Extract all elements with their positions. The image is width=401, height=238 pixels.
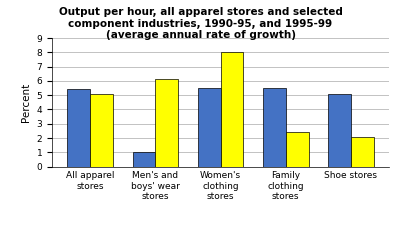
Text: Output per hour, all apparel stores and selected
component industries, 1990-95, : Output per hour, all apparel stores and …: [59, 7, 342, 40]
Bar: [133, 152, 156, 167]
Bar: [90, 94, 113, 167]
Bar: [67, 89, 90, 167]
Bar: [328, 94, 351, 167]
Bar: [286, 132, 308, 167]
Bar: [198, 88, 221, 167]
Bar: [156, 79, 178, 167]
Y-axis label: Percent: Percent: [21, 83, 31, 122]
Bar: [263, 88, 286, 167]
Bar: [221, 52, 243, 167]
Bar: [351, 137, 374, 167]
